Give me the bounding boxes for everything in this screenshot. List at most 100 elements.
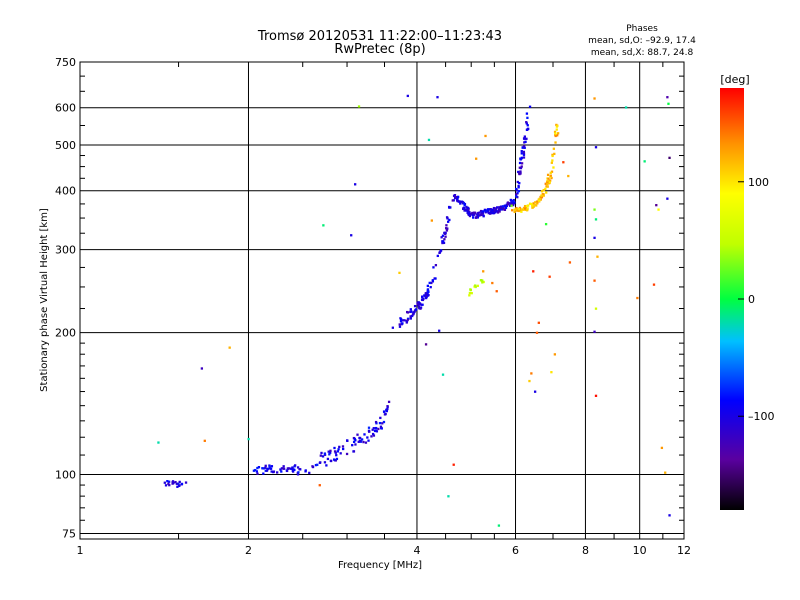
echo-point [636,296,639,300]
echo-point [536,202,539,205]
echo-point [405,320,408,323]
x-tick-label: 6 [512,544,519,557]
echo-point [515,195,518,198]
echo-point [163,481,166,484]
echo-point [517,170,520,174]
echo-point [489,212,492,215]
echo-point [178,480,181,484]
echo-point [524,207,527,210]
echo-point [540,190,544,193]
echo-point [594,218,598,221]
echo-point [465,209,468,212]
echo-point [549,174,552,177]
echo-point [323,461,327,464]
echo-point [378,421,382,425]
echo-point [503,208,507,211]
echo-point [518,181,521,185]
echo-point [548,275,551,278]
echo-point [419,307,422,310]
echo-point [500,208,503,211]
echo-point [568,261,572,264]
chart-title: Tromsø 20120531 11:22:00–11:23:43 [257,29,502,44]
echo-point [522,208,525,211]
echo-point [436,254,439,258]
echo-point [269,467,273,470]
echo-point [176,485,179,488]
echo-point [444,227,448,230]
echo-point [352,440,356,444]
echo-point [363,433,366,436]
echo-point [379,416,382,420]
echo-point [547,177,550,180]
colorbar-tick-label: –100 [748,410,775,423]
echo-point [262,467,265,470]
echo-point [541,193,544,196]
echo-point [471,211,474,215]
echo-point [298,467,301,471]
echo-point [333,446,336,450]
echo-point [370,435,373,438]
echo-point [484,134,487,138]
grid-lines [80,62,684,539]
echo-point [520,210,523,213]
echo-point [422,297,425,300]
echo-point [522,152,526,155]
echo-point [522,153,526,156]
echo-point [413,304,417,308]
echo-point [177,482,180,485]
echo-point [282,467,286,470]
echo-point [308,471,311,475]
echo-point [443,238,446,241]
echo-point [624,106,628,109]
echo-point [668,514,671,517]
echo-point [552,166,555,169]
colorbar-ticks: 100 0 –100 [738,176,775,423]
echo-point [385,409,389,413]
echo-point [489,208,493,211]
echo-point [319,454,322,457]
echo-point [539,195,542,199]
echo-point [452,463,455,466]
echo-point [296,466,300,469]
echo-point [420,298,424,301]
echo-point [330,459,333,463]
echo-point [291,466,294,469]
echo-point [475,215,479,219]
echo-point [174,480,177,484]
echo-point [399,318,403,321]
echo-point [664,471,667,474]
echo-point [515,189,519,192]
echo-point [508,204,512,207]
echo-point [468,291,472,295]
echo-point [304,469,307,472]
echo-point [287,467,290,470]
echo-point [509,198,512,202]
y-tick-labels: 75 100 200 300 400 500 600 750 [55,56,76,540]
echo-point [551,154,554,158]
echo-point [412,311,416,314]
echo-point [276,471,279,474]
echo-point [521,146,524,149]
echo-point [520,165,523,168]
echo-point [372,427,375,430]
echo-point [475,157,478,160]
echo-point [294,464,297,467]
echo-point [166,480,169,483]
echo-point [533,390,537,393]
echo-point [517,184,520,188]
echo-point [542,189,545,192]
echo-point [643,160,646,163]
echo-point [554,134,557,138]
echo-point [652,283,656,286]
y-tick-label: 750 [55,56,76,69]
echo-point [247,437,250,441]
echo-point [461,200,464,204]
echo-point [256,466,259,470]
echo-point [266,468,269,471]
echo-point [428,281,431,285]
echo-point [528,202,532,205]
echo-point [382,420,386,424]
echo-point [180,482,184,486]
echo-point [515,187,518,191]
y-tick-label: 500 [55,139,76,152]
